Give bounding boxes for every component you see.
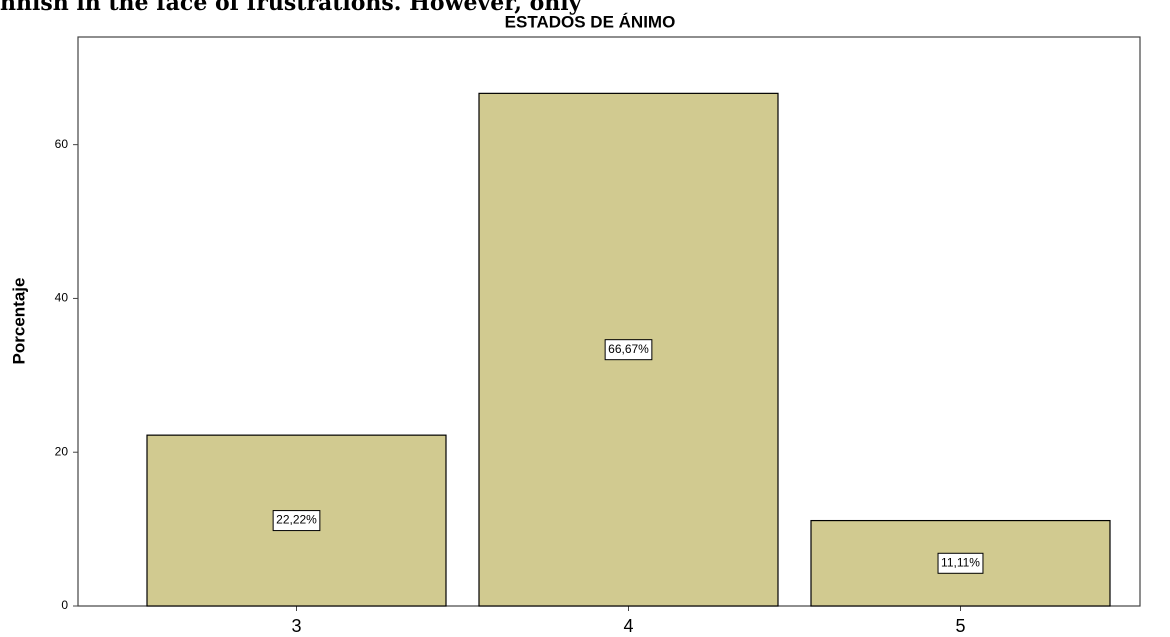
y-tick-label: 60 (55, 137, 69, 151)
x-tick-label: 4 (623, 616, 633, 636)
value-label-box (604, 339, 653, 361)
y-tick-label: 40 (55, 291, 69, 305)
y-tick-label: 0 (61, 598, 68, 612)
y-tick-label: 20 (55, 444, 69, 458)
value-label: 66,67% (608, 342, 649, 356)
y-axis-label: Porcentaje (9, 278, 28, 365)
chart-title: ESTADOS DE ÁNIMO (505, 12, 676, 31)
value-label-box (272, 510, 321, 532)
value-label-box (937, 552, 984, 574)
x-tick-label: 3 (291, 616, 301, 636)
x-tick-label: 5 (955, 616, 965, 636)
value-label: 11,11% (941, 555, 980, 569)
value-label: 22,22% (276, 513, 317, 527)
annotation: nhish in the face of frustrations. Howev… (0, 0, 583, 16)
